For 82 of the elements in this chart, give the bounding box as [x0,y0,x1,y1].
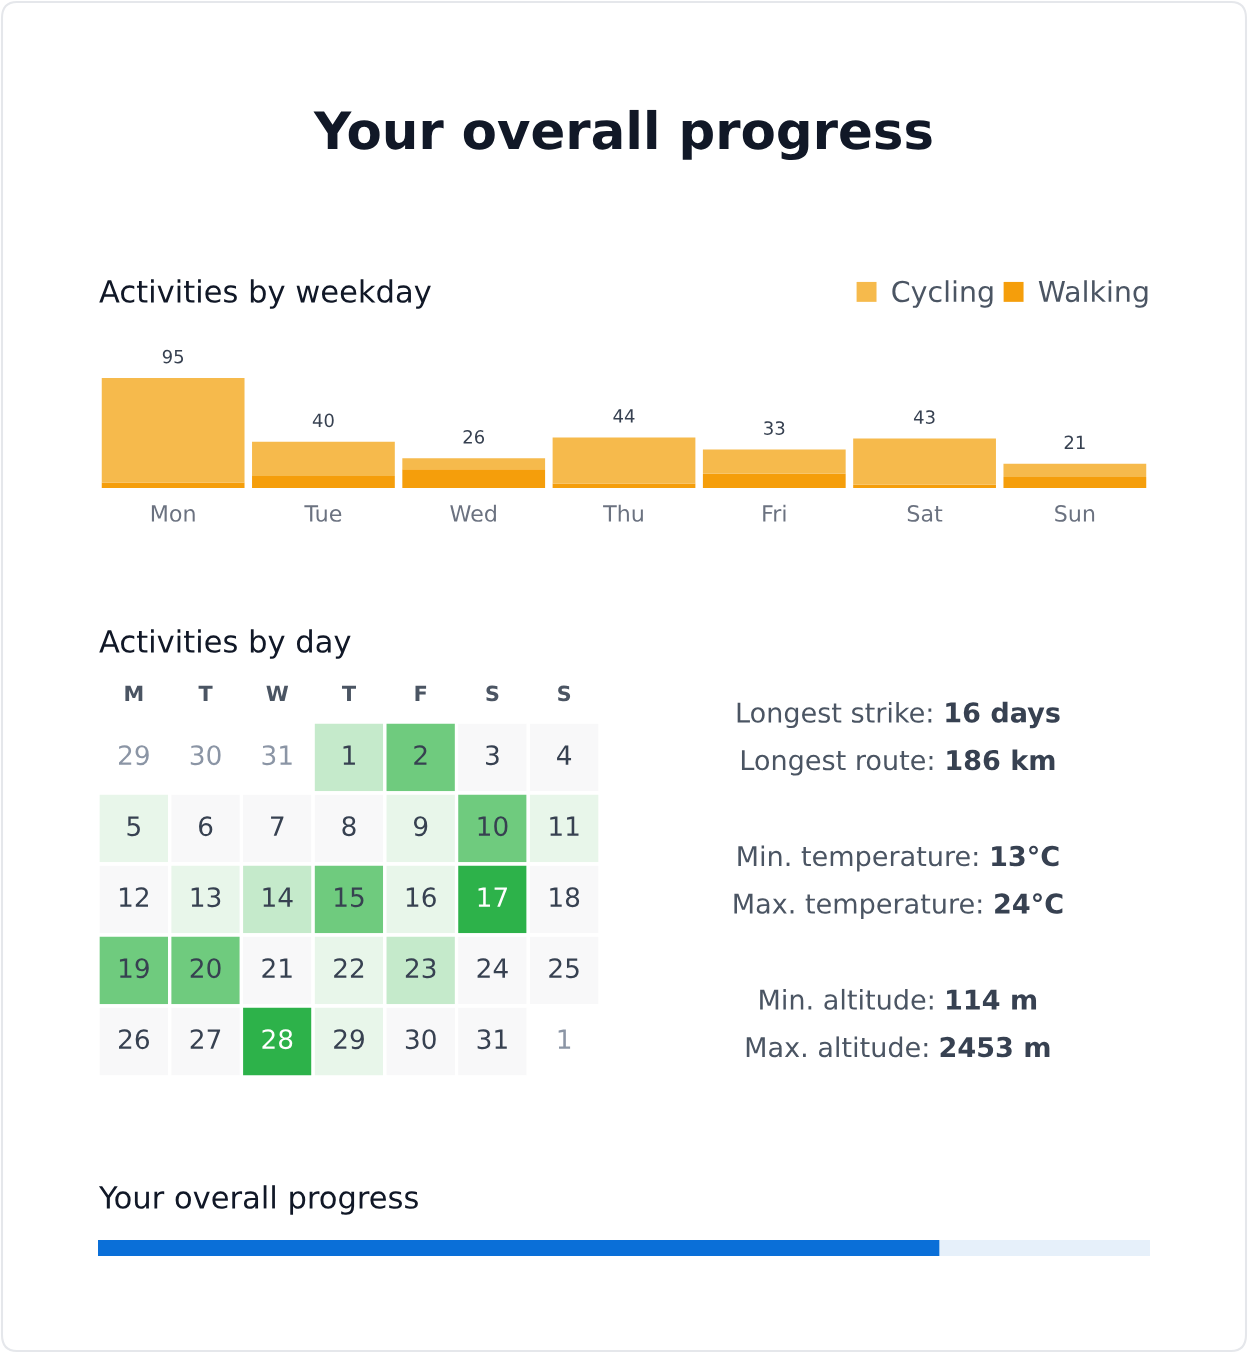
data-label: 2 [414,745,427,765]
x-tick-label: W [266,685,289,701]
data-label: 5 [127,816,140,837]
x-tick-label: Fri [763,504,786,522]
x-tick-label: T [341,685,356,701]
x-tick-label: Wed [450,504,496,522]
data-label: 12 [119,887,148,907]
bar [1003,477,1147,488]
annotation: 33 [764,421,785,435]
x-tick-label: Sun [1055,505,1095,522]
data-label: 24 [477,958,508,978]
data-label: 10 [478,816,508,837]
data-label: 7 [271,816,284,836]
x-tick-label: S [558,685,571,702]
data-label: 1 [343,745,355,765]
x-tick-label: Sat [907,505,943,522]
x-tick-label: S [486,685,499,702]
data-label: 31 [477,1029,507,1050]
data-label: 25 [549,958,579,979]
text: Min. altitude: 114 m [760,988,1037,1010]
bar [402,469,546,488]
data-label: 30 [405,1029,436,1050]
text: Your overall progress [313,109,932,161]
annotation: 21 [1064,435,1085,449]
bar [552,483,696,488]
bar [252,475,395,488]
data-label: 30 [190,745,221,766]
x-tick-label: Tue [304,505,342,522]
bar [853,484,996,488]
bar [853,438,996,485]
data-label: 29 [334,1029,364,1050]
data-label: 19 [119,958,149,979]
bar [552,437,696,484]
data-label: 9 [413,816,428,837]
data-label: 28 [262,1029,293,1050]
chart-title: Activities by weekday [99,279,431,309]
x-tick-label: Mon [151,505,195,522]
data-label: 21 [262,958,292,978]
data-label: 27 [190,1029,221,1049]
annotation: 44 [613,409,635,423]
data-label: 14 [263,887,293,907]
data-label: 3 [486,745,499,766]
bar [702,473,846,488]
bar [252,441,395,476]
data-label: 31 [262,745,292,766]
data-label: 11 [550,816,579,836]
bar [702,449,846,474]
data-label: 6 [199,816,213,837]
annotation: 43 [913,410,935,424]
data-label: 13 [191,887,221,908]
data-label: 18 [550,887,580,908]
text: Longest strike: 16 days [737,701,1060,729]
text: Min. temperature: 13°C [738,845,1059,872]
text: Max. temperature: 24°C [734,893,1063,920]
annotation: 40 [312,413,334,428]
data-label: 1 [558,1029,571,1049]
data-label: 23 [405,958,436,979]
data-label: 22 [334,958,364,978]
legend-label: Walking [1038,280,1148,308]
x-tick-label: T [198,685,213,701]
data-label: 20 [190,958,221,979]
data-label: 16 [406,887,436,908]
text: Max. altitude: 2453 m [746,1036,1050,1058]
data-label: 8 [342,816,356,837]
bar [402,458,546,470]
chart-title: Activities by day [99,629,351,659]
x-tick-label: M [125,685,143,701]
bar [101,482,245,488]
x-tick-label: Thu [603,504,643,522]
annotation: 26 [463,430,485,444]
data-label: 26 [119,1029,149,1050]
data-label: 29 [119,745,149,766]
legend-label: Cycling [892,280,993,308]
data-label: 17 [478,887,507,907]
data-label: 15 [335,887,364,908]
bar [1003,463,1147,477]
data-label: 4 [557,745,572,765]
x-tick-label: F [415,685,427,701]
text: Longest route: 186 km [741,749,1055,776]
annotation: 95 [162,349,184,364]
chart-title: Your overall progress [98,1185,418,1215]
bar [101,378,245,483]
